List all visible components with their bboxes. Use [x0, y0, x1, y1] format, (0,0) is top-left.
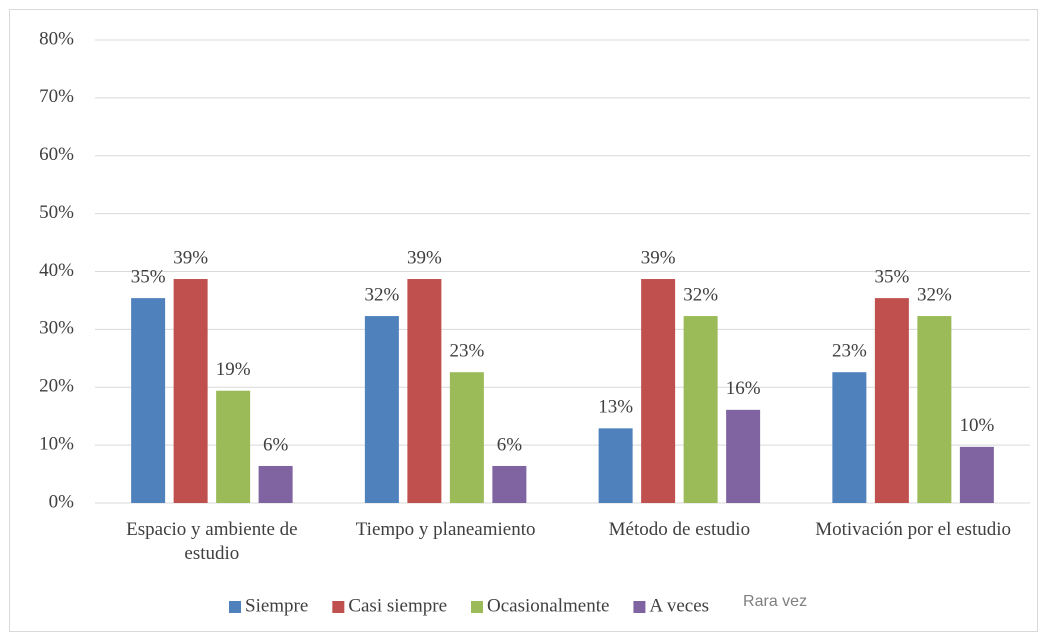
- value-label: 16%: [726, 378, 761, 399]
- legend-label: A veces: [649, 595, 709, 616]
- bar: [959, 446, 994, 503]
- value-label: 39%: [641, 247, 676, 268]
- y-tick-label: 30%: [39, 318, 74, 339]
- legend-label: Siempre: [245, 595, 308, 616]
- value-label: 32%: [683, 284, 718, 305]
- x-tick-label: Espacio y ambiente de estudio: [126, 519, 298, 564]
- legend-swatch: [633, 601, 646, 613]
- y-tick-label: 0%: [49, 491, 75, 512]
- legend-note: Rara vez: [743, 593, 807, 610]
- y-tick-label: 80%: [39, 28, 74, 49]
- value-label: 23%: [832, 341, 867, 362]
- legend-label: Ocasionalmente: [487, 595, 609, 616]
- value-label: 39%: [407, 247, 442, 268]
- value-label: 6%: [497, 434, 523, 455]
- value-label: 32%: [917, 284, 952, 305]
- value-label: 6%: [263, 434, 289, 455]
- y-tick-label: 50%: [39, 202, 74, 223]
- bar: [407, 279, 442, 503]
- value-label: 19%: [216, 359, 251, 380]
- value-label: 32%: [364, 284, 399, 305]
- x-tick-label: Método de estudio: [608, 519, 751, 540]
- bar: [598, 428, 633, 503]
- bar: [641, 279, 676, 503]
- value-label: 23%: [449, 341, 484, 362]
- y-tick-label: 70%: [39, 86, 74, 107]
- bar: [832, 372, 867, 503]
- value-label: 39%: [173, 247, 208, 268]
- legend-swatch: [229, 601, 241, 613]
- bar: [216, 390, 251, 503]
- x-tick-label: Motivación por el estudio: [815, 519, 1012, 540]
- legend-label: Casi siempre: [348, 595, 447, 616]
- bar: [173, 279, 208, 503]
- value-label: 35%: [131, 266, 166, 287]
- legend-swatch: [332, 601, 345, 613]
- bar: [492, 465, 527, 503]
- y-tick-label: 40%: [39, 260, 74, 281]
- bar: [449, 372, 484, 503]
- y-tick-label: 60%: [39, 144, 74, 165]
- bar: [917, 316, 952, 503]
- value-label: 13%: [598, 397, 633, 418]
- bar: [874, 298, 909, 503]
- value-label: 35%: [874, 266, 909, 287]
- legend-swatch: [471, 601, 484, 613]
- y-tick-label: 10%: [39, 433, 74, 454]
- bar: [683, 316, 718, 503]
- x-tick-label: Tiempo y planeamiento: [355, 519, 536, 540]
- bar: [364, 316, 399, 503]
- bar: [131, 298, 166, 503]
- bar: [726, 409, 761, 503]
- y-tick-label: 20%: [39, 376, 74, 397]
- value-label: 10%: [959, 415, 994, 436]
- bar: [258, 465, 293, 503]
